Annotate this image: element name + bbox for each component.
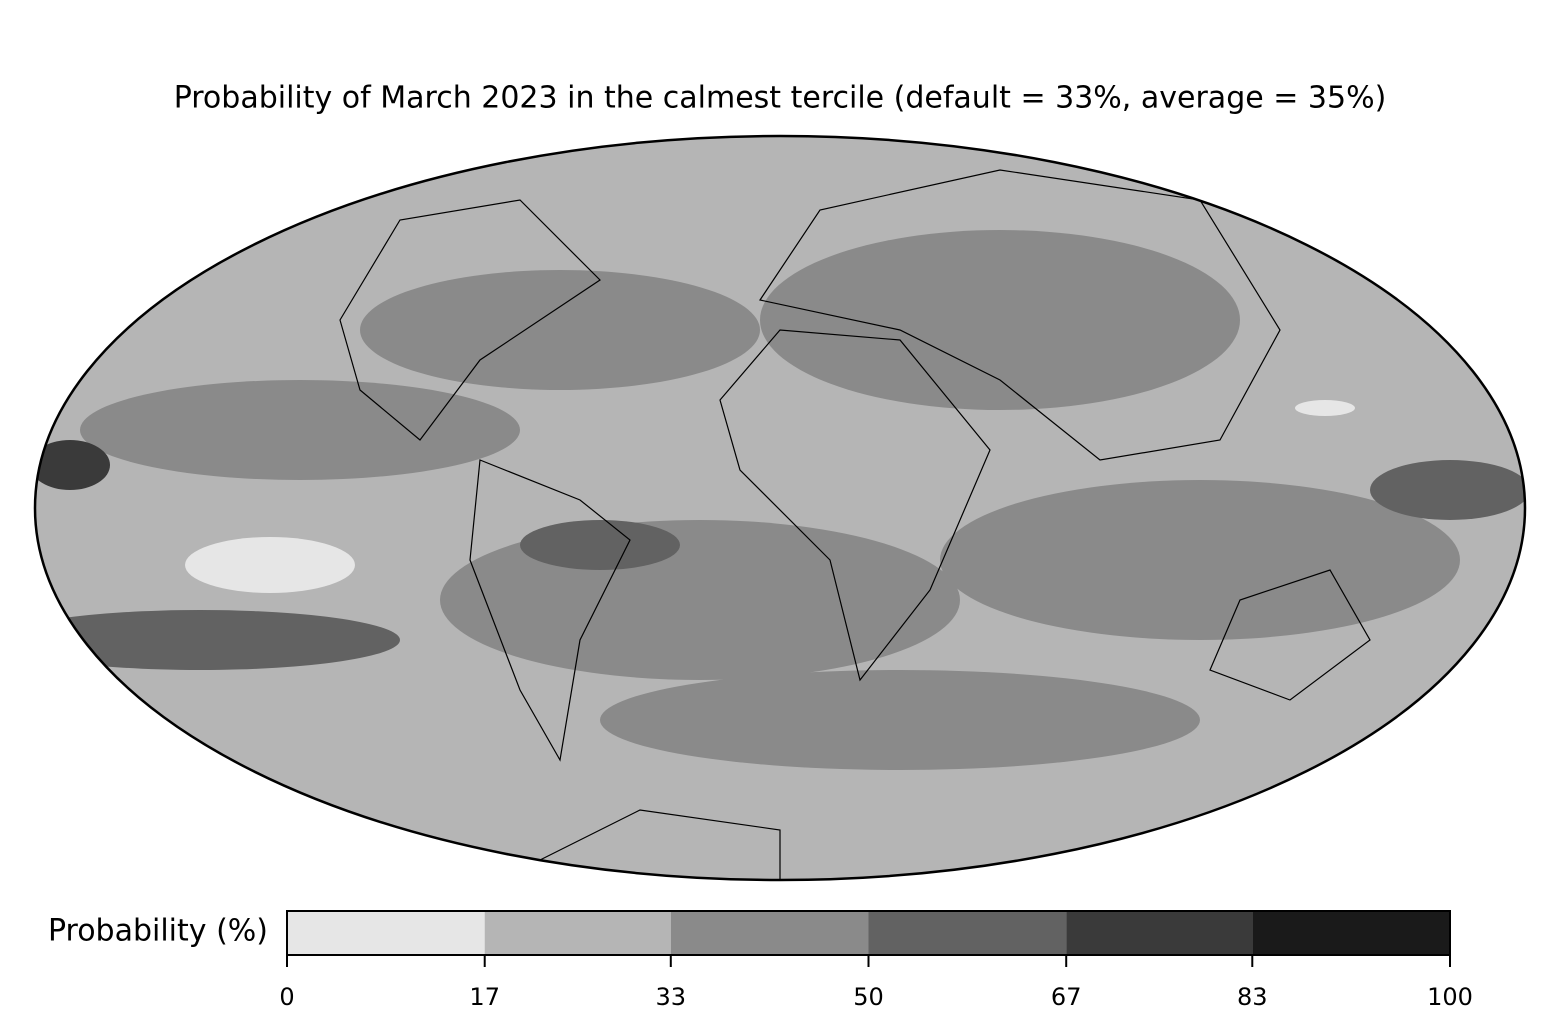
colorbar-segment: [1252, 911, 1450, 955]
globe-outline: [33, 134, 1527, 882]
tick-label: 83: [1237, 983, 1268, 1011]
tick-label: 17: [469, 983, 500, 1011]
tick-label: 33: [656, 983, 687, 1011]
colorbar-label: Probability (%): [48, 914, 268, 949]
colorbar-segment: [670, 911, 869, 955]
tick-label: 0: [279, 983, 294, 1011]
colorbar-segment: [868, 911, 1067, 955]
colorbar-segment: [287, 911, 485, 955]
tick-label: 50: [853, 983, 884, 1011]
colorbar-segment: [484, 911, 671, 955]
colorbar-segment: [1066, 911, 1253, 955]
tick-label: 67: [1051, 983, 1082, 1011]
colorbar: 0 17 33 50 67 83 100: [279, 910, 1473, 1011]
map: [35, 136, 1525, 880]
tick-label: 100: [1427, 983, 1473, 1011]
map-title: Probability of March 2023 in the calmest…: [174, 81, 1387, 116]
